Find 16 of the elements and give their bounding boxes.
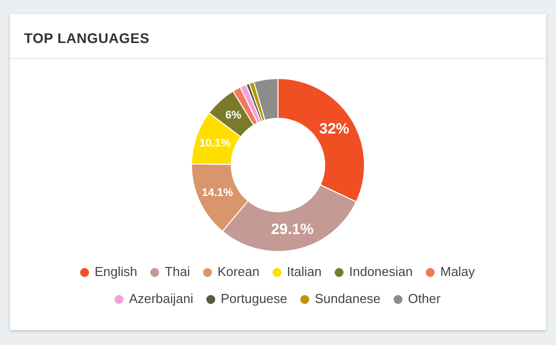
data-label: 29.1% [271,221,314,238]
legend-label: Malay [440,264,476,280]
legend-label: English [94,264,138,280]
legend-label: Portuguese [220,291,288,306]
legend-label: Indonesian [349,264,413,280]
legend-label: Azerbaijani [128,291,194,306]
legend-label: Korean [218,264,260,280]
data-label: 6% [225,110,242,122]
legend-label: Thai [164,264,190,280]
data-label: 14.1% [202,186,234,199]
data-label: 10.1% [199,137,231,150]
chart-title: TOP LANGUAGES [24,30,150,46]
legend-label: Italian [286,264,322,280]
legend-label: Sundanese [314,291,381,306]
legend-label: Other [408,291,442,306]
data-label: 32% [319,120,350,138]
